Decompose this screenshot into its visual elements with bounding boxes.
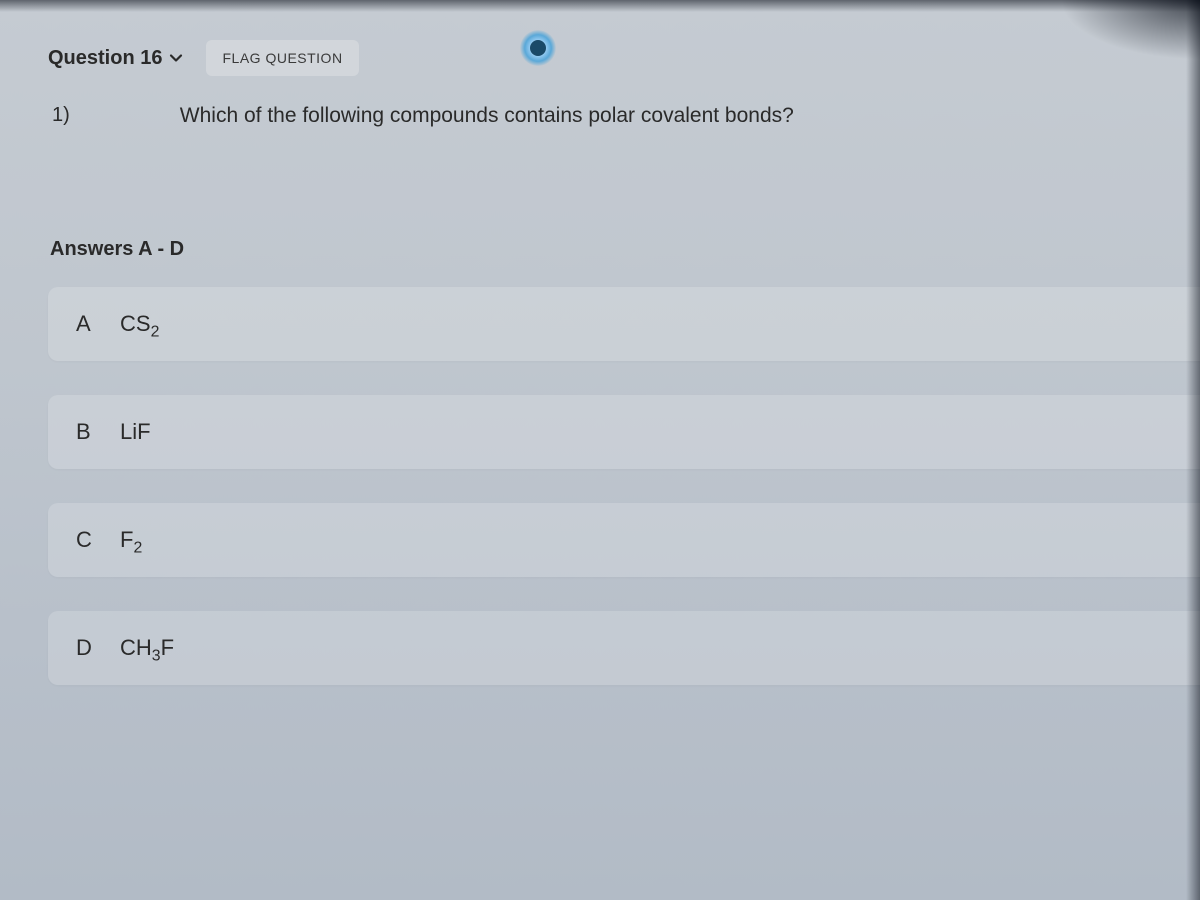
flag-question-button[interactable]: FLAG QUESTION [206,40,358,76]
formula-base: CH [120,635,152,660]
answers-heading: Answers A - D [50,238,1200,261]
answer-formula: CS2 [120,311,159,337]
answer-letter: B [76,419,120,445]
formula-subscript: 2 [151,323,160,340]
chevron-down-icon [168,50,184,66]
formula-base: LiF [120,419,151,444]
question-selector[interactable]: Question 16 [48,47,184,70]
answer-formula: CH3F [120,635,174,661]
answers-list: A CS2 B LiF C F2 D CH3F [48,287,1200,685]
prompt-text: Which of the following compounds contain… [180,104,794,128]
answer-option-d[interactable]: D CH3F [48,611,1200,685]
answer-formula: F2 [120,527,142,553]
formula-tail: F [161,635,174,660]
answer-letter: A [76,311,120,337]
formula-base: F [120,527,133,552]
answer-letter: D [76,635,120,661]
formula-subscript: 3 [152,647,161,664]
formula-base: CS [120,311,151,336]
answer-formula: LiF [120,419,151,445]
answer-option-a[interactable]: A CS2 [48,287,1200,361]
answer-option-b[interactable]: B LiF [48,395,1200,469]
prompt-number: 1) [52,104,70,128]
question-header-row: Question 16 FLAG QUESTION [48,40,1200,76]
prompt-row: 1) Which of the following compounds cont… [48,104,1200,128]
formula-subscript: 2 [133,539,142,556]
answer-letter: C [76,527,120,553]
answer-option-c[interactable]: C F2 [48,503,1200,577]
question-label: Question 16 [48,47,162,70]
photo-edge-top [0,0,1200,12]
